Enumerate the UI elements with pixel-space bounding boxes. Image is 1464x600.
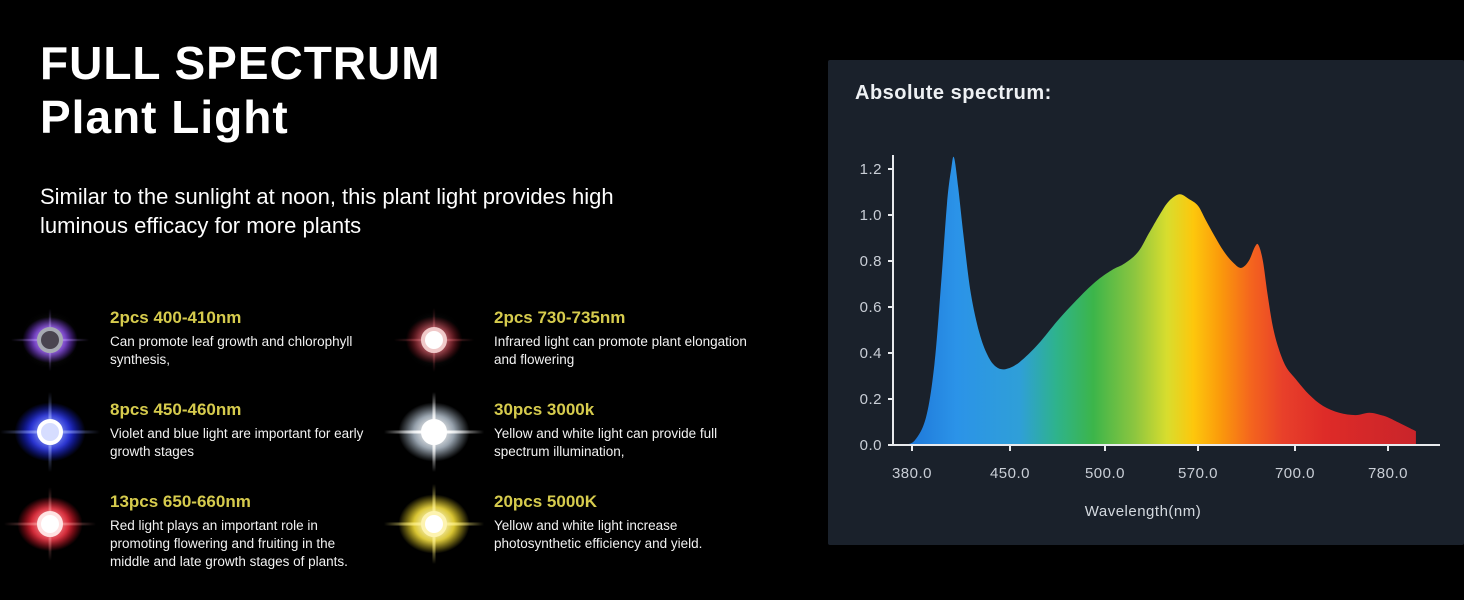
x-tick-label: 570.0 — [1178, 465, 1218, 482]
led-title: 2pcs 400-410nm — [110, 308, 242, 327]
white-led-glow-icon — [384, 392, 484, 472]
list-item: 8pcs 450-460nm Violet and blue light are… — [0, 392, 386, 476]
page-title-line2: Plant Light — [40, 91, 289, 144]
led-title: 2pcs 730-735nm — [494, 308, 626, 327]
led-text: 20pcs 5000K Yellow and white light incre… — [494, 484, 750, 553]
led-core — [421, 419, 447, 445]
x-tick-label: 450.0 — [990, 465, 1030, 482]
led-core — [421, 511, 447, 537]
led-description: Red light plays an important role in pro… — [110, 518, 348, 570]
violet-led-glow-icon — [2, 300, 98, 380]
spectrum-panel: 0.0 0.2 0.4 0.6 0.8 1.0 1.2 380.0 450.0 500.0 570.… — [828, 60, 1464, 545]
led-description: Violet and blue light are important for … — [110, 426, 364, 460]
y-tick-label: 0.0 — [860, 437, 882, 454]
led-text: 2pcs 730-735nm Infrared light can promot… — [494, 300, 750, 369]
list-item: 13pcs 650-660nm Red light plays an impor… — [2, 484, 386, 572]
red-led-glow-icon — [2, 484, 98, 564]
x-tick-label: 500.0 — [1085, 465, 1125, 482]
list-item: 2pcs 400-410nm Can promote leaf growth a… — [2, 300, 386, 384]
x-tick-label: 380.0 — [892, 465, 932, 482]
yellow-led-glow-icon — [384, 484, 484, 564]
led-description: Infrared light can promote plant elongat… — [494, 334, 747, 368]
x-tick-label: 780.0 — [1368, 465, 1408, 482]
led-feature-list: 2pcs 400-410nm Can promote leaf growth a… — [0, 300, 802, 572]
list-item: 30pcs 3000k Yellow and white light can p… — [384, 392, 802, 476]
x-tick-label: 700.0 — [1275, 465, 1315, 482]
led-text: 2pcs 400-410nm Can promote leaf growth a… — [110, 300, 366, 369]
deep-red-led-glow-icon — [386, 300, 482, 380]
left-content: FULL SPECTRUM Plant Light Similar to the … — [0, 36, 802, 572]
led-title: 8pcs 450-460nm — [110, 400, 242, 419]
list-item: 20pcs 5000K Yellow and white light incre… — [384, 484, 802, 572]
y-tick-label: 0.6 — [860, 299, 882, 316]
y-tick-label: 0.2 — [860, 391, 882, 408]
list-item: 2pcs 730-735nm Infrared light can promot… — [386, 300, 802, 384]
led-core — [37, 419, 63, 445]
led-core — [37, 511, 63, 537]
led-title: 30pcs 3000k — [494, 400, 595, 419]
led-description: Yellow and white light increase photosyn… — [494, 518, 703, 552]
y-tick-label: 1.2 — [860, 161, 882, 178]
led-core — [421, 327, 447, 353]
blue-led-glow-icon — [0, 392, 100, 472]
page-title-line1: FULL SPECTRUM — [40, 37, 441, 89]
page-subtitle: Similar to the sunlight at noon, this pl… — [40, 184, 614, 238]
led-text: 8pcs 450-460nm Violet and blue light are… — [110, 392, 366, 461]
spectrum-chart: 0.0 0.2 0.4 0.6 0.8 1.0 1.2 380.0 450.0 500.0 570.… — [860, 155, 1440, 520]
led-description: Can promote leaf growth and chlorophyll … — [110, 334, 353, 368]
led-text: 30pcs 3000k Yellow and white light can p… — [494, 392, 750, 461]
chart-title: Absolute spectrum: — [855, 82, 1052, 104]
spectrum-area — [903, 156, 1416, 445]
y-tick-label: 0.8 — [860, 253, 882, 270]
led-core — [37, 327, 63, 353]
y-tick-label: 0.4 — [860, 345, 882, 362]
x-axis-title: Wavelength(nm) — [1085, 503, 1201, 520]
page-title: FULL SPECTRUM Plant Light — [40, 36, 441, 145]
led-title: 20pcs 5000K — [494, 492, 598, 511]
y-tick-label: 1.0 — [860, 207, 882, 224]
led-title: 13pcs 650-660nm — [110, 492, 251, 511]
led-description: Yellow and white light can provide full … — [494, 426, 718, 460]
led-text: 13pcs 650-660nm Red light plays an impor… — [110, 484, 366, 572]
